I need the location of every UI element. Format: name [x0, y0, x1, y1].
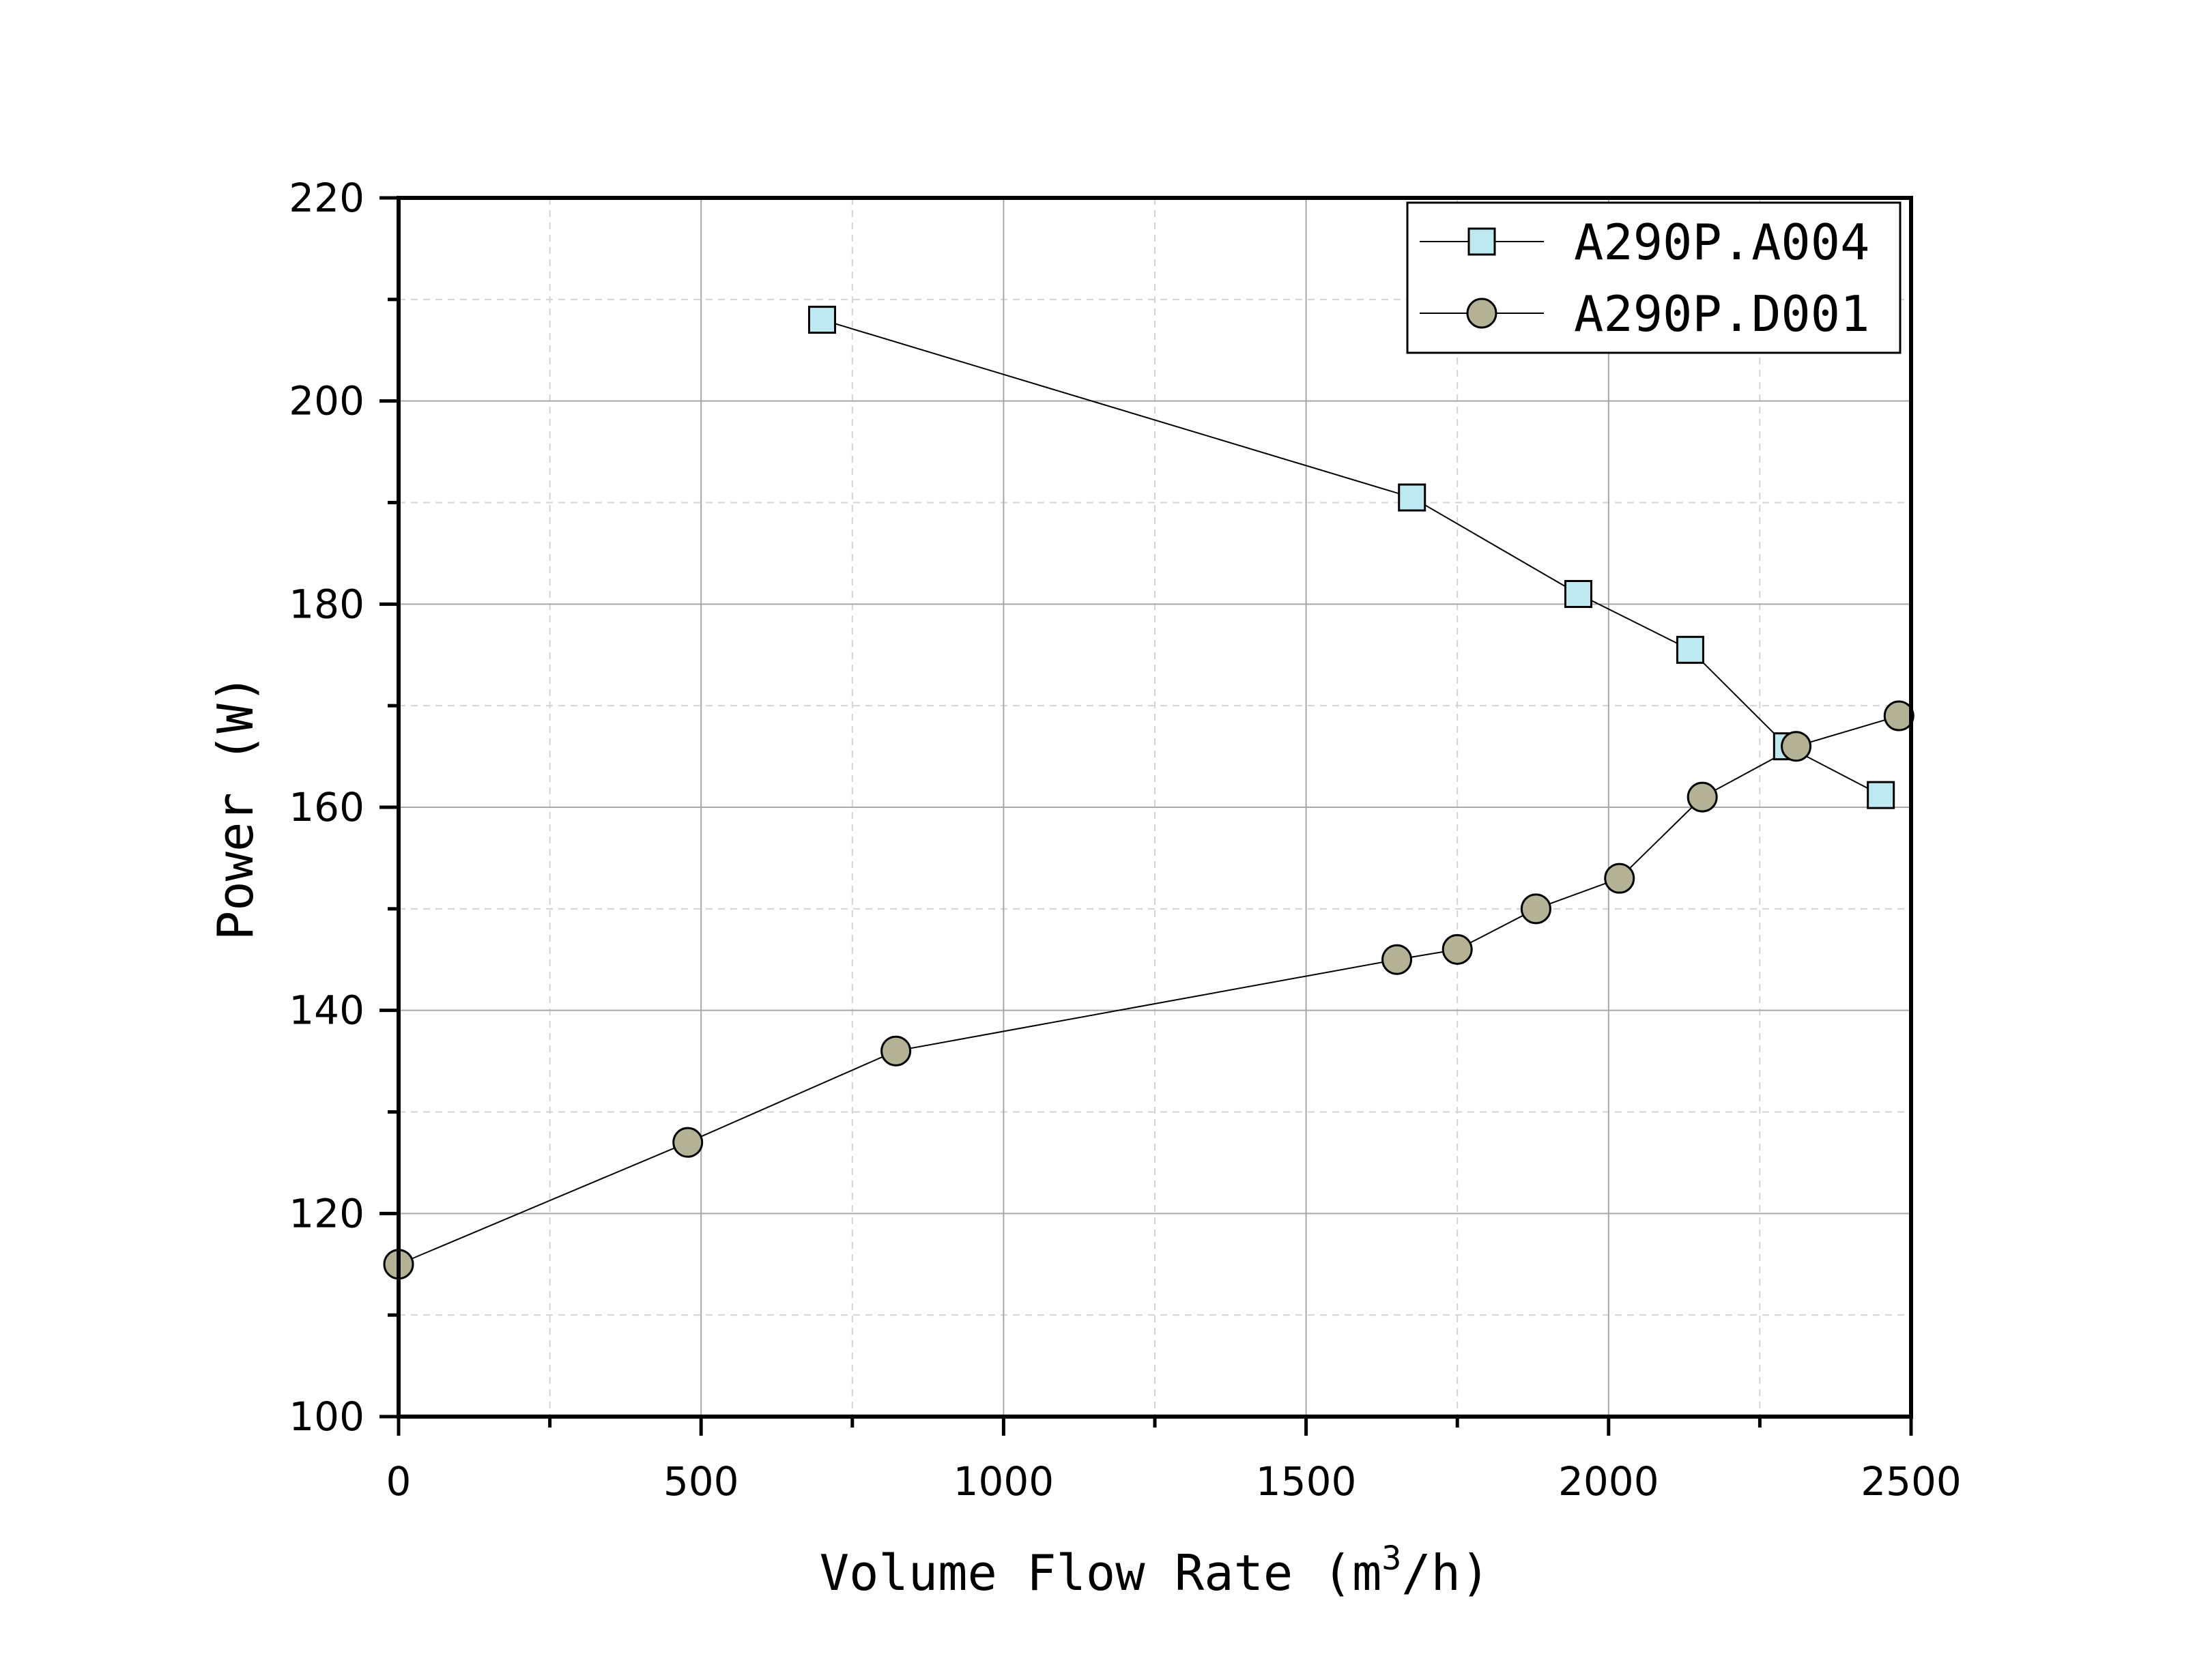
y-tick-label: 140: [289, 987, 364, 1034]
data-point-series-2: [880, 1035, 912, 1067]
y-tick-label: 180: [289, 581, 364, 627]
data-point-series-1: [1398, 483, 1426, 512]
legend-marker-series-1: [1467, 227, 1496, 256]
x-axis-title-tail: /h): [1401, 1544, 1490, 1602]
y-tick-label: 200: [289, 378, 364, 424]
data-point-series-2: [1883, 700, 1914, 732]
legend: A290P.A004 A290P.D001: [1406, 201, 1902, 354]
data-point-series-1: [807, 306, 836, 334]
data-point-series-1: [1676, 635, 1704, 664]
legend-label-series-1: A290P.A004: [1574, 214, 1869, 271]
x-tick-label: 500: [663, 1458, 739, 1505]
x-tick-label: 1500: [1256, 1458, 1357, 1505]
data-point-series-2: [1781, 731, 1812, 762]
series-line-1: [822, 319, 1882, 796]
x-tick-label: 2500: [1861, 1458, 1962, 1505]
x-tick-label: 2000: [1558, 1458, 1659, 1505]
y-tick-label: 100: [289, 1393, 364, 1440]
data-point-series-1: [1564, 579, 1592, 608]
legend-marker-series-2: [1466, 298, 1497, 329]
x-tick-label: 0: [386, 1458, 412, 1505]
plot-series: [383, 306, 1914, 1280]
axis-ticks: 0 500 1000 1500 2000 2500 100 120 140 160 180 200 22…: [289, 175, 1962, 1505]
data-point-series-2: [1441, 933, 1473, 965]
data-point-series-2: [1687, 781, 1718, 813]
data-point-series-2: [1381, 944, 1413, 975]
y-tick-label: 160: [289, 784, 364, 830]
data-point-series-2: [672, 1127, 704, 1158]
x-axis-title-main: Volume Flow Rate (m: [820, 1544, 1382, 1602]
legend-label-series-2: A290P.D001: [1574, 285, 1869, 343]
y-axis-title: Power (W): [207, 674, 264, 940]
data-point-series-1: [1867, 781, 1895, 809]
x-tick-label: 1000: [953, 1458, 1055, 1505]
data-point-series-2: [1604, 863, 1635, 894]
y-tick-label: 120: [289, 1190, 364, 1236]
data-point-series-2: [1520, 893, 1551, 925]
series-line-2: [398, 715, 1899, 1265]
x-axis-title: Volume Flow Rate (m3/h): [820, 1539, 1491, 1602]
grid: [399, 198, 1911, 1417]
x-axis-title-superscript: 3: [1381, 1539, 1401, 1578]
y-tick-label: 220: [289, 175, 364, 221]
